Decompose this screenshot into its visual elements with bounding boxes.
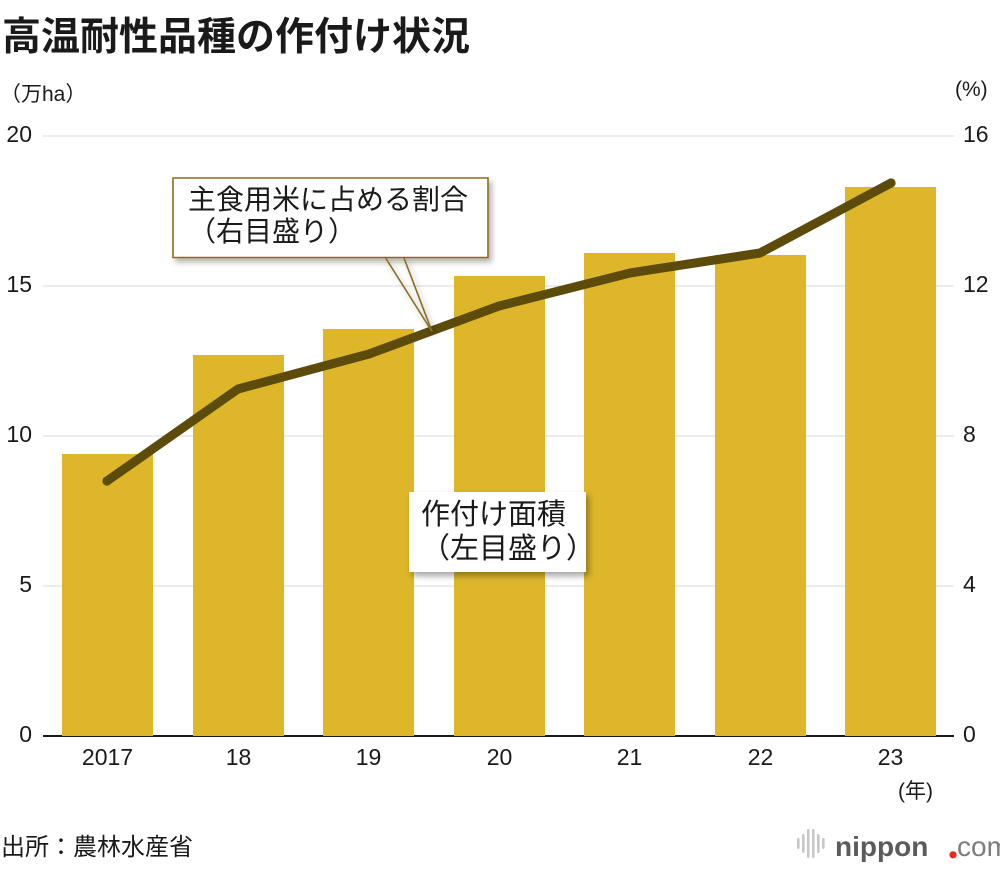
svg-text:nippon: nippon — [835, 831, 928, 862]
svg-text:com: com — [957, 831, 1000, 862]
